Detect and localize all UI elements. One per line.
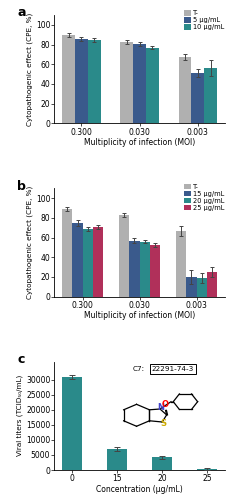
Bar [204,68,217,124]
Bar [191,73,204,124]
X-axis label: Multiplicity of infection (MOI): Multiplicity of infection (MOI) [84,138,195,147]
Bar [176,230,186,296]
X-axis label: Multiplicity of infection (MOI): Multiplicity of infection (MOI) [84,311,195,320]
Bar [119,215,129,296]
Y-axis label: Cytopathogenic effect (CPE, %): Cytopathogenic effect (CPE, %) [27,12,33,126]
Text: a: a [17,6,25,20]
X-axis label: Concentration (μg/mL): Concentration (μg/mL) [96,484,183,494]
Bar [72,223,83,296]
Bar [197,469,217,470]
Bar [140,242,150,296]
Text: c: c [17,353,24,366]
Text: b: b [17,180,26,192]
Bar [152,458,172,470]
Bar [133,44,146,124]
Text: C7:: C7: [133,366,145,372]
Bar [146,48,159,124]
Bar [62,34,75,124]
Bar [197,278,207,296]
Y-axis label: Viral titers (TCID₅₀/mL): Viral titers (TCID₅₀/mL) [17,375,23,456]
Bar [186,277,197,296]
Bar [129,240,140,296]
Bar [93,226,103,296]
Bar [120,42,133,123]
Bar [75,38,88,123]
Bar [83,228,93,296]
Bar [207,272,217,296]
Legend: T-, 15 μg/mL, 20 μg/mL, 25 μg/mL: T-, 15 μg/mL, 20 μg/mL, 25 μg/mL [183,183,225,212]
Legend: T-, 5 μg/mL, 10 μg/mL: T-, 5 μg/mL, 10 μg/mL [184,10,225,31]
Bar [62,209,72,296]
Bar [88,40,101,123]
Bar [179,58,191,124]
Text: 22291-74-3: 22291-74-3 [152,366,194,372]
Bar [62,376,82,470]
Bar [107,449,127,470]
Y-axis label: Cytopathogenic effect (CPE, %): Cytopathogenic effect (CPE, %) [27,186,33,299]
Bar [150,246,160,296]
